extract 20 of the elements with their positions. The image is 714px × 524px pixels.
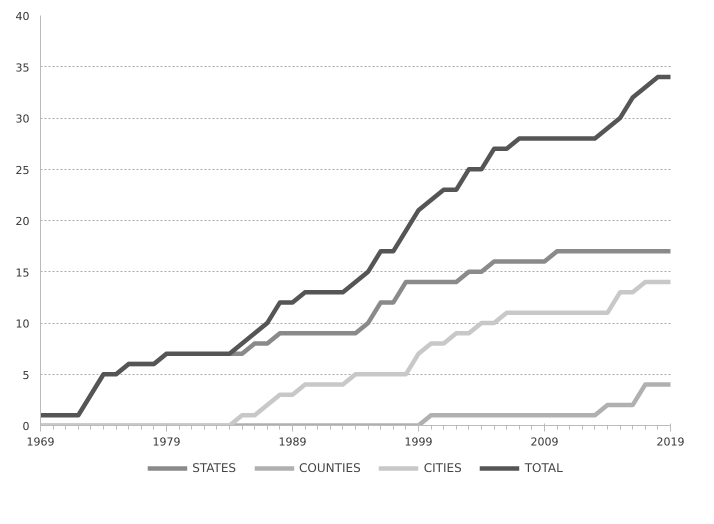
line-series [40,74,670,418]
x-tick-label: 1979 [152,436,181,448]
y-tick-label: 5 [22,368,30,382]
y-tick-label: 15 [16,266,30,280]
legend-label: CITIES [424,461,462,475]
y-tick-label: 35 [16,61,30,74]
x-tick-label: 1989 [278,436,307,448]
x-tick-label: 2009 [530,436,559,448]
legend-label: STATES [192,461,236,475]
y-tick-label: 25 [16,164,30,177]
y-tick-label: 40 [16,10,30,23]
y-tick-label: 30 [16,112,30,126]
legend-label: TOTAL [524,461,563,475]
x-tick-label: 1999 [404,436,433,448]
y-tick-label: 20 [16,215,30,228]
x-tick-label: 2019 [656,436,685,448]
y-tick-label: 10 [16,318,30,330]
legend-label: COUNTIES [299,461,361,475]
y-tick-label: 0 [22,420,30,433]
x-tick-label: 1969 [26,436,55,448]
